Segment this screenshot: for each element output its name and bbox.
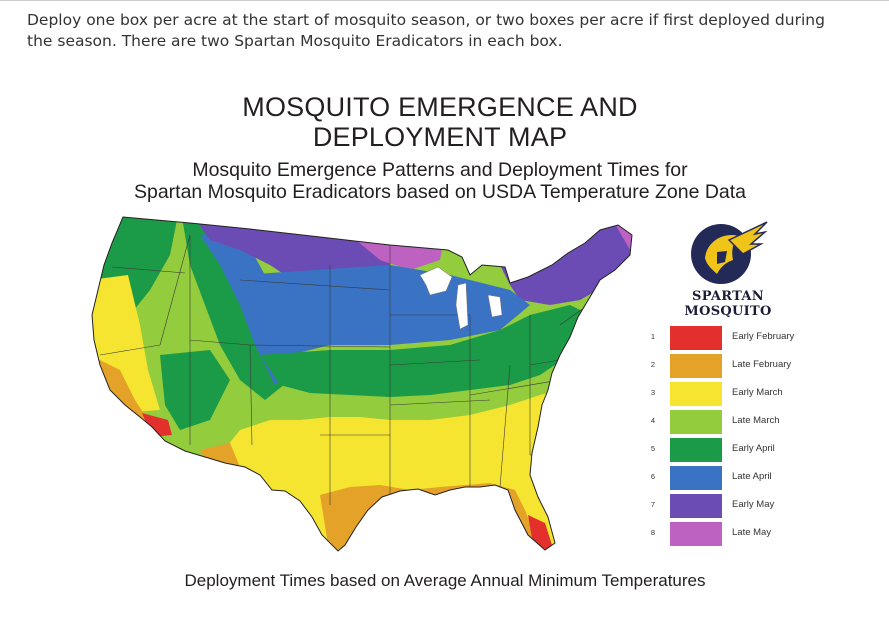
legend-zone-number: 3 bbox=[650, 388, 656, 397]
great-lakes-huron bbox=[487, 294, 503, 318]
map-subtitle-line1: Mosquito Emergence Patterns and Deployme… bbox=[192, 159, 688, 181]
us-deployment-zone-map bbox=[91, 216, 633, 552]
legend-label: Late March bbox=[732, 415, 780, 426]
legend-swatch bbox=[670, 326, 722, 350]
zone-7-new-england bbox=[500, 217, 632, 305]
zone-5-midwest bbox=[260, 305, 590, 397]
brand-name: SPARTAN MOSQUITO bbox=[684, 289, 772, 319]
map-footer: Deployment Times based on Average Annual… bbox=[184, 571, 706, 590]
spartan-helmet-icon bbox=[691, 221, 768, 284]
great-lakes-superior bbox=[419, 266, 453, 296]
legend-label: Early March bbox=[732, 387, 783, 398]
legend-item-zone-4: 4 Late March bbox=[648, 410, 828, 436]
legend-label: Late February bbox=[732, 359, 792, 370]
legend-item-zone-2: 2 Late February bbox=[648, 354, 828, 380]
legend-label: Late May bbox=[732, 527, 772, 538]
legend-swatch bbox=[670, 522, 722, 546]
legend-zone-number: 6 bbox=[650, 472, 656, 481]
legend-swatch bbox=[670, 494, 722, 518]
legend-zone-number: 1 bbox=[650, 332, 656, 341]
top-divider bbox=[0, 0, 889, 1]
zone-5-great-basin bbox=[160, 350, 230, 430]
legend-item-zone-6: 6 Late April bbox=[648, 466, 828, 492]
legend-label: Late April bbox=[732, 471, 772, 482]
legend-swatch bbox=[670, 354, 722, 378]
map-title-line1: MOSQUITO EMERGENCE AND bbox=[242, 92, 638, 122]
legend-swatch bbox=[670, 438, 722, 462]
legend-label: Early May bbox=[732, 499, 775, 510]
legend-item-zone-3: 3 Early March bbox=[648, 382, 828, 408]
legend-swatch bbox=[670, 410, 722, 434]
legend-item-zone-5: 5 Early April bbox=[648, 438, 828, 464]
legend-label: Early April bbox=[732, 443, 775, 454]
legend-swatch bbox=[670, 466, 722, 490]
map-subtitle-line2: Spartan Mosquito Eradicators based on US… bbox=[133, 181, 747, 203]
map-title-line2: DEPLOYMENT MAP bbox=[312, 122, 568, 152]
legend-zone-number: 7 bbox=[650, 500, 656, 509]
intro-paragraph: Deploy one box per acre at the start of … bbox=[27, 11, 825, 50]
zone-2-gulf-coast bbox=[320, 483, 535, 551]
legend-swatch bbox=[670, 382, 722, 406]
legend-label: Early February bbox=[732, 331, 795, 342]
great-lakes-michigan bbox=[455, 282, 469, 330]
legend-item-zone-8: 8 Late May bbox=[648, 522, 828, 548]
legend-zone-number: 8 bbox=[650, 528, 656, 537]
legend-zone-number: 4 bbox=[650, 416, 656, 425]
us-outline bbox=[91, 216, 633, 552]
legend-zone-number: 5 bbox=[650, 444, 656, 453]
legend-item-zone-1: 1 Early February bbox=[648, 326, 828, 352]
legend-item-zone-7: 7 Early May bbox=[648, 494, 828, 520]
legend-zone-number: 2 bbox=[650, 360, 656, 369]
